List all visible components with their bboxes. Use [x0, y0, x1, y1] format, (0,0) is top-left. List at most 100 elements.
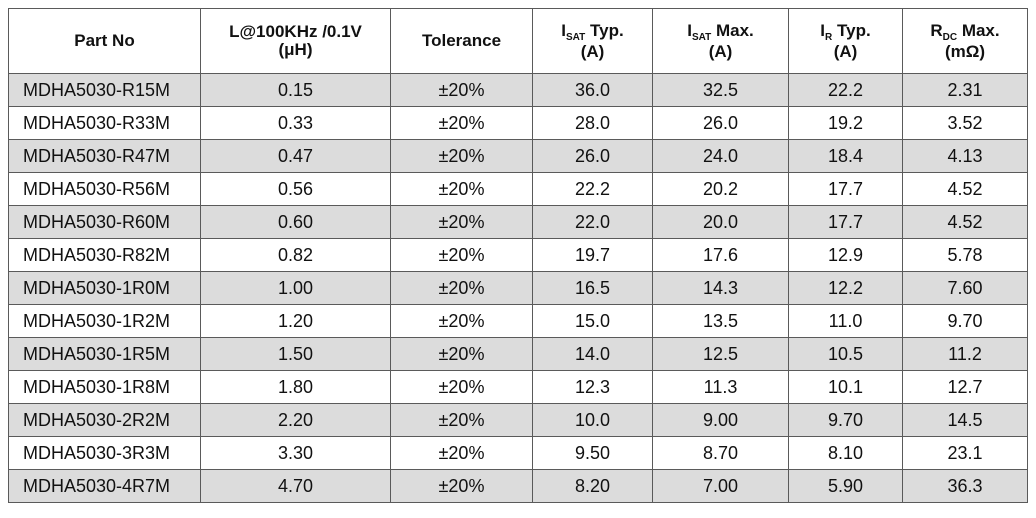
part-no-cell: MDHA5030-3R3M	[8, 436, 201, 470]
header-tolerance: Tolerance	[390, 8, 533, 74]
ir-typ-cell: 5.90	[788, 469, 903, 503]
rdc-max-cell: 14.5	[902, 403, 1028, 437]
inductance-cell: 0.56	[200, 172, 391, 206]
tolerance-cell: ±20%	[390, 403, 533, 437]
rdc-max-cell: 12.7	[902, 370, 1028, 404]
isat-typ-cell: 19.7	[532, 238, 653, 272]
part-no-cell: MDHA5030-R60M	[8, 205, 201, 239]
isat-max-cell: 13.5	[652, 304, 789, 338]
table-body: MDHA5030-R15M 0.15 ±20% 36.0 32.5 22.2 2.31 MDH…	[8, 73, 1028, 503]
isat-max-cell: 9.00	[652, 403, 789, 437]
table-row: MDHA5030-4R7M 4.70 ±20% 8.20 7.00 5.90 36.3	[8, 469, 1028, 503]
table-row: MDHA5030-2R2M 2.20 ±20% 10.0 9.00 9.70 14.5	[8, 403, 1028, 437]
table-header: Part No L@100KHz /0.1V (μH) Tolerance IS…	[8, 8, 1028, 74]
tolerance-cell: ±20%	[390, 172, 533, 206]
header-inductance: L@100KHz /0.1V (μH)	[200, 8, 391, 74]
part-no-cell: MDHA5030-R82M	[8, 238, 201, 272]
ir-typ-cell: 10.5	[788, 337, 903, 371]
table-row: MDHA5030-R33M 0.33 ±20% 28.0 26.0 19.2 3.52	[8, 106, 1028, 140]
tolerance-cell: ±20%	[390, 73, 533, 107]
tolerance-cell: ±20%	[390, 238, 533, 272]
isat-max-cell: 8.70	[652, 436, 789, 470]
isat-typ-cell: 16.5	[532, 271, 653, 305]
isat-max-cell: 14.3	[652, 271, 789, 305]
inductance-cell: 1.50	[200, 337, 391, 371]
isat-max-cell: 32.5	[652, 73, 789, 107]
tolerance-cell: ±20%	[390, 304, 533, 338]
inductance-cell: 0.15	[200, 73, 391, 107]
isat-typ-cell: 26.0	[532, 139, 653, 173]
part-no-cell: MDHA5030-4R7M	[8, 469, 201, 503]
isat-typ-cell: 22.2	[532, 172, 653, 206]
tolerance-cell: ±20%	[390, 469, 533, 503]
table-row: MDHA5030-R56M 0.56 ±20% 22.2 20.2 17.7 4.52	[8, 172, 1028, 206]
tolerance-cell: ±20%	[390, 436, 533, 470]
tolerance-cell: ±20%	[390, 271, 533, 305]
rdc-max-cell: 4.13	[902, 139, 1028, 173]
isat-max-cell: 24.0	[652, 139, 789, 173]
ir-typ-cell: 22.2	[788, 73, 903, 107]
header-row: Part No L@100KHz /0.1V (μH) Tolerance IS…	[8, 8, 1028, 74]
isat-max-cell: 11.3	[652, 370, 789, 404]
isat-typ-cell: 10.0	[532, 403, 653, 437]
isat-typ-cell: 36.0	[532, 73, 653, 107]
inductance-cell: 2.20	[200, 403, 391, 437]
inductance-cell: 0.47	[200, 139, 391, 173]
isat-max-cell: 20.0	[652, 205, 789, 239]
part-no-cell: MDHA5030-R56M	[8, 172, 201, 206]
isat-typ-cell: 28.0	[532, 106, 653, 140]
rdc-max-cell: 4.52	[902, 205, 1028, 239]
ir-typ-cell: 10.1	[788, 370, 903, 404]
inductance-cell: 1.00	[200, 271, 391, 305]
header-isat-max: ISAT Max. (A)	[652, 8, 789, 74]
ir-typ-cell: 19.2	[788, 106, 903, 140]
rdc-max-cell: 5.78	[902, 238, 1028, 272]
isat-max-cell: 17.6	[652, 238, 789, 272]
part-no-cell: MDHA5030-1R5M	[8, 337, 201, 371]
table-row: MDHA5030-R82M 0.82 ±20% 19.7 17.6 12.9 5.78	[8, 238, 1028, 272]
part-no-cell: MDHA5030-1R0M	[8, 271, 201, 305]
header-isat-typ: ISAT Typ. (A)	[532, 8, 653, 74]
part-no-cell: MDHA5030-1R2M	[8, 304, 201, 338]
isat-typ-cell: 12.3	[532, 370, 653, 404]
inductance-cell: 0.60	[200, 205, 391, 239]
inductance-cell: 3.30	[200, 436, 391, 470]
isat-max-cell: 7.00	[652, 469, 789, 503]
isat-max-cell: 20.2	[652, 172, 789, 206]
ir-typ-cell: 9.70	[788, 403, 903, 437]
isat-max-cell: 26.0	[652, 106, 789, 140]
part-no-cell: MDHA5030-2R2M	[8, 403, 201, 437]
rdc-max-cell: 2.31	[902, 73, 1028, 107]
rdc-max-cell: 3.52	[902, 106, 1028, 140]
table-row: MDHA5030-1R8M 1.80 ±20% 12.3 11.3 10.1 12.7	[8, 370, 1028, 404]
ir-typ-cell: 11.0	[788, 304, 903, 338]
rdc-max-cell: 9.70	[902, 304, 1028, 338]
rdc-max-cell: 7.60	[902, 271, 1028, 305]
rdc-max-cell: 11.2	[902, 337, 1028, 371]
ir-typ-cell: 12.2	[788, 271, 903, 305]
ir-typ-cell: 18.4	[788, 139, 903, 173]
tolerance-cell: ±20%	[390, 337, 533, 371]
ir-typ-cell: 17.7	[788, 205, 903, 239]
table-row: MDHA5030-R60M 0.60 ±20% 22.0 20.0 17.7 4.52	[8, 205, 1028, 239]
table-row: MDHA5030-1R2M 1.20 ±20% 15.0 13.5 11.0 9.70	[8, 304, 1028, 338]
isat-typ-cell: 8.20	[532, 469, 653, 503]
table-row: MDHA5030-1R5M 1.50 ±20% 14.0 12.5 10.5 11.2	[8, 337, 1028, 371]
inductance-cell: 1.80	[200, 370, 391, 404]
tolerance-cell: ±20%	[390, 139, 533, 173]
inductance-cell: 1.20	[200, 304, 391, 338]
inductance-cell: 4.70	[200, 469, 391, 503]
isat-typ-cell: 15.0	[532, 304, 653, 338]
tolerance-cell: ±20%	[390, 106, 533, 140]
inductor-spec-table: Part No L@100KHz /0.1V (μH) Tolerance IS…	[8, 8, 1028, 503]
inductance-cell: 0.82	[200, 238, 391, 272]
part-no-cell: MDHA5030-R33M	[8, 106, 201, 140]
table-row: MDHA5030-R47M 0.47 ±20% 26.0 24.0 18.4 4.13	[8, 139, 1028, 173]
rdc-max-cell: 23.1	[902, 436, 1028, 470]
rdc-max-cell: 36.3	[902, 469, 1028, 503]
table-row: MDHA5030-1R0M 1.00 ±20% 16.5 14.3 12.2 7.60	[8, 271, 1028, 305]
isat-typ-cell: 14.0	[532, 337, 653, 371]
ir-typ-cell: 12.9	[788, 238, 903, 272]
isat-max-cell: 12.5	[652, 337, 789, 371]
tolerance-cell: ±20%	[390, 205, 533, 239]
